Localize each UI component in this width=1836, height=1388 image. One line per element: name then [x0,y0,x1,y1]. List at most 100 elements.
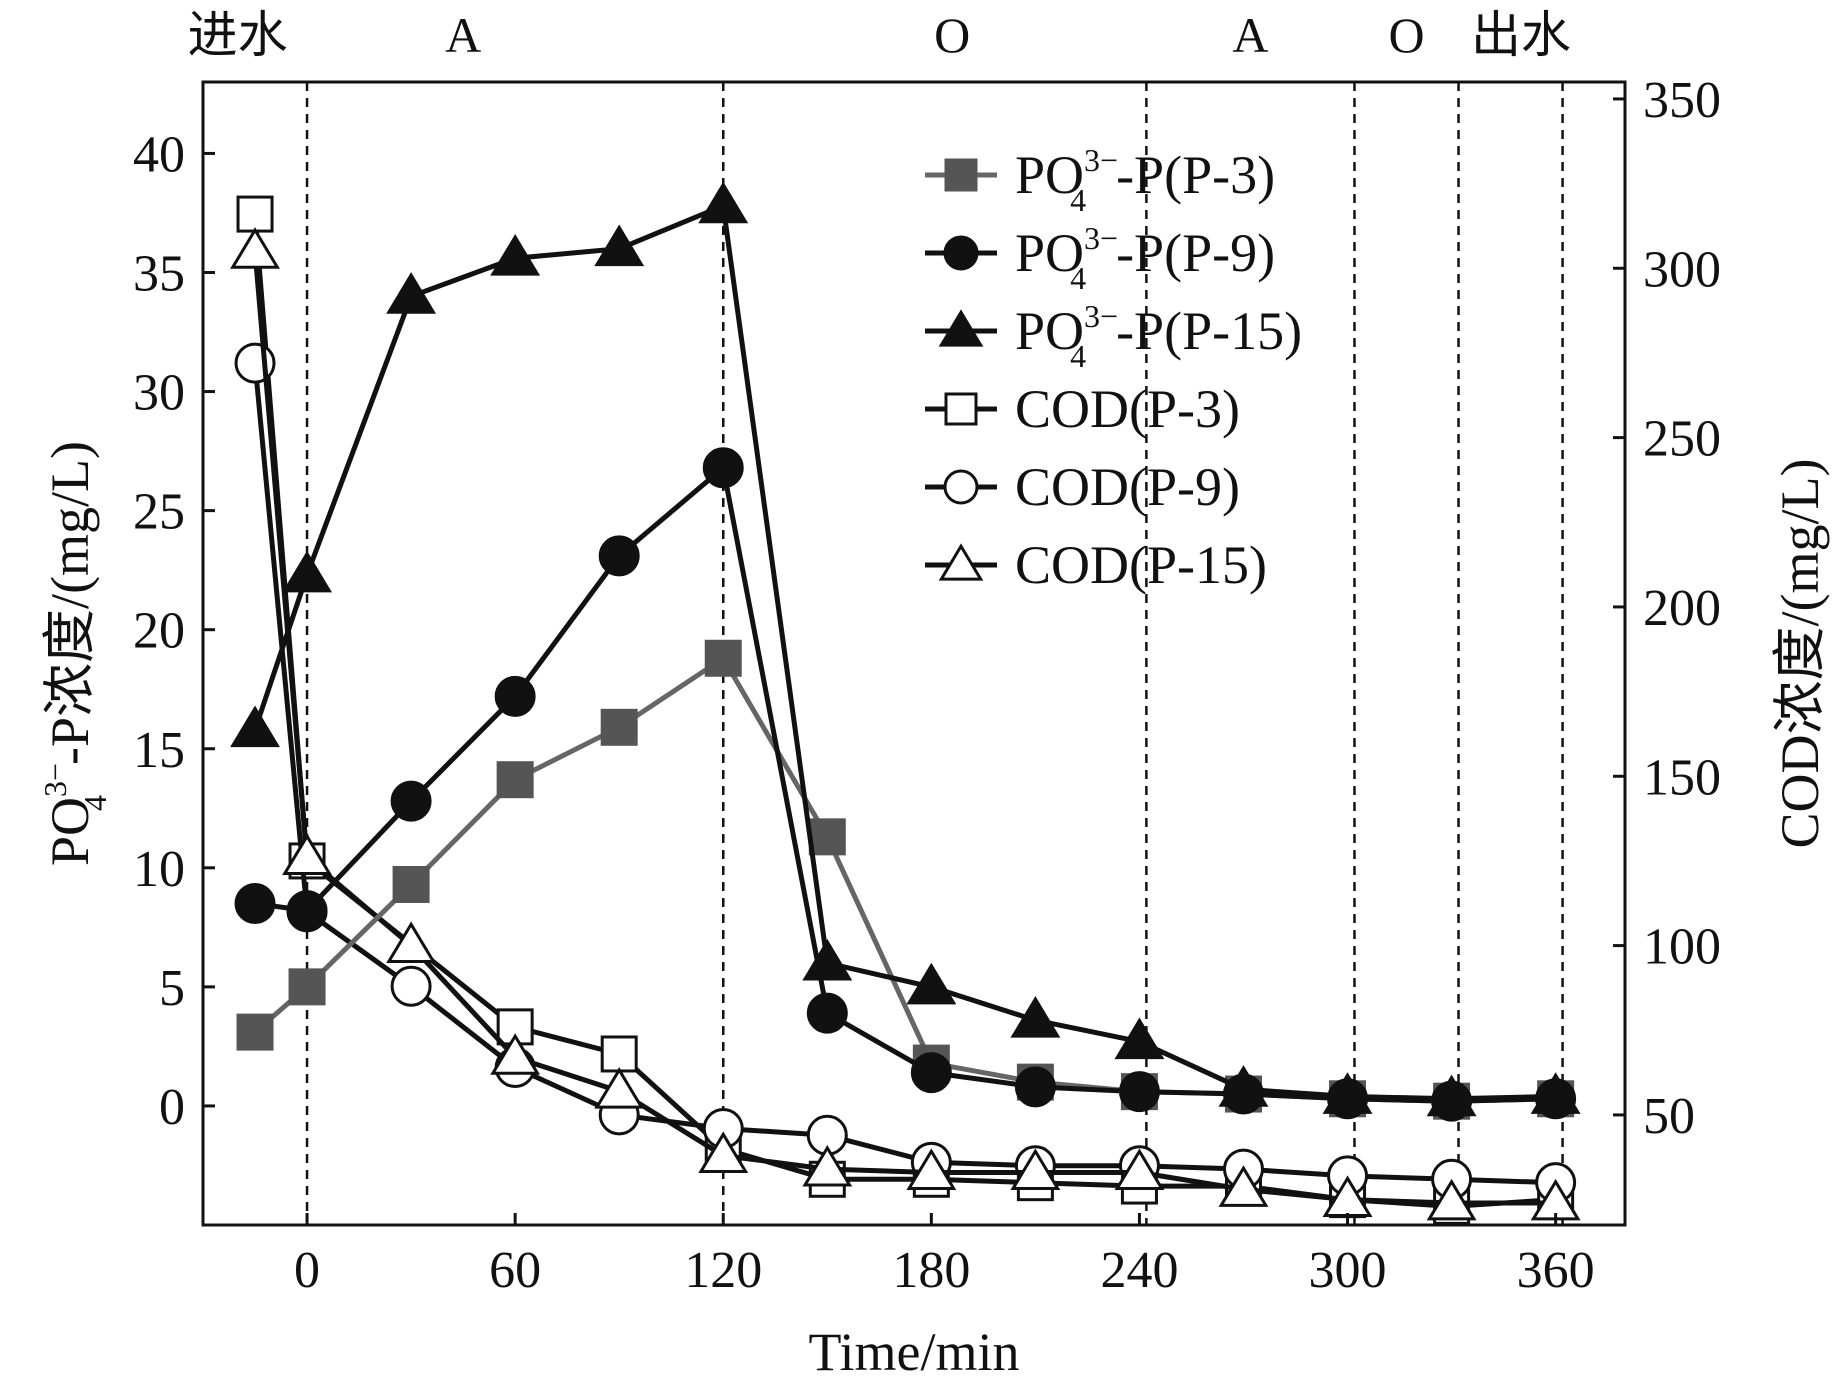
legend-label: COD(P-9) [1015,457,1240,517]
y-axis-left-label: PO3−4-P浓度/(mg/L) [37,441,113,866]
data-point [698,181,749,224]
legend-item: PO3− 4 -P(P-15) [925,298,1302,374]
data-point [906,1148,957,1190]
data-point [496,761,534,799]
legend-label: PO3− 4 -P(P-9) [1015,220,1275,296]
legend-item: COD(P-15) [925,535,1267,595]
data-point [698,1131,749,1174]
series-PO4-P(P-15) [230,181,1581,1117]
legend-label: PO3− 4 -P(P-15) [1015,298,1302,374]
data-point [808,818,846,856]
data-point [1010,1148,1061,1190]
data-point [234,883,276,925]
data-point [390,965,432,1007]
legend-item: PO3− 4 -P(P-9) [925,220,1275,296]
data-point [906,962,957,1005]
phase-label: O [1388,7,1424,63]
data-point [1010,996,1061,1038]
data-point [230,705,280,748]
data-point [494,675,536,717]
series-line [252,203,1556,1102]
legend-marker [943,235,979,271]
y-left-tick-label: 0 [159,1079,185,1136]
data-point [390,780,432,822]
data-point [288,968,326,1006]
legend-label: PO3− 4 -P(P-3) [1015,142,1275,218]
data-point [490,1033,541,1075]
data-point [282,833,333,875]
y-right-tick-label: 50 [1643,1088,1695,1145]
data-point [490,234,541,276]
data-point [236,195,274,233]
phase-label: 出水 [1471,7,1571,63]
series-PO4-P(P-9) [234,447,1577,1122]
x-tick-label: 60 [489,1242,541,1299]
data-point [1426,1074,1477,1117]
data-point [1114,1017,1165,1060]
y-right-tick-label: 200 [1643,580,1721,637]
data-point [802,1144,853,1187]
data-point [704,639,742,677]
data-point [392,865,430,903]
legend-marker [943,469,979,505]
phase-label: O [934,7,970,63]
series-PO4-P(P-3) [236,639,1575,1120]
y-left-tick-label: 15 [133,722,185,779]
data-point [236,1013,274,1051]
y-right-tick-label: 300 [1643,241,1721,298]
series-COD(P-15) [230,227,1581,1221]
data-point [1530,1072,1581,1114]
data-point [386,272,437,314]
y-left-tick-label: 5 [159,960,185,1017]
data-point [1218,1165,1269,1207]
y-right-tick-label: 250 [1643,411,1721,468]
data-point [230,227,280,269]
legend-marker [938,543,984,581]
y-left-tick-label: 40 [133,126,185,183]
data-point [234,342,276,384]
data-point [598,535,640,577]
axes: 0 60 120 180 240 300 360 0 5 10 15 20 25 30 35 40 50 100 1… [133,72,1721,1299]
data-point [1426,1178,1477,1221]
y-right-tick-label: 150 [1643,749,1721,806]
data-point [1014,1066,1056,1108]
plot-frame [201,80,1627,1227]
phase-label: 进水 [188,7,288,63]
x-tick-label: 0 [294,1242,320,1299]
y-right-tick-label: 100 [1643,919,1721,976]
data-point [802,938,853,981]
phase-label: A [1232,7,1268,63]
legend-item: COD(P-3) [925,379,1240,439]
data-point [806,992,848,1034]
legend-label: COD(P-15) [1015,535,1267,595]
y-left-tick-label: 10 [133,841,185,898]
x-tick-label: 300 [1309,1242,1387,1299]
x-tick-label: 360 [1517,1242,1595,1299]
data-point [1114,1148,1165,1190]
y-left-tick-label: 20 [133,603,185,660]
phase-labels: 进水 A O A O 出水 [188,7,1571,63]
data-point [1322,1072,1373,1114]
data-point [286,890,328,932]
phase-label: A [445,7,481,63]
y-left-tick-label: 30 [133,365,185,422]
data-point [702,447,744,489]
y-axis-left-title: PO3−4-P浓度/(mg/L) [37,441,113,866]
legend-item: COD(P-9) [925,457,1240,517]
y-left-tick-label: 25 [133,484,185,541]
y-right-tick-label: 350 [1643,72,1721,129]
series-COD(P-3) [236,195,1575,1225]
series-line [253,655,1556,1104]
x-tick-label: 240 [1100,1242,1178,1299]
y-left-tick-label: 35 [133,246,185,303]
series-layer [230,181,1581,1225]
data-point [282,550,333,593]
data-point [600,1035,638,1073]
data-point [386,921,437,964]
legend-marker [944,158,978,192]
data-point [1218,1065,1269,1107]
data-point [594,224,645,267]
data-point [594,1067,645,1109]
data-point [910,1052,952,1094]
